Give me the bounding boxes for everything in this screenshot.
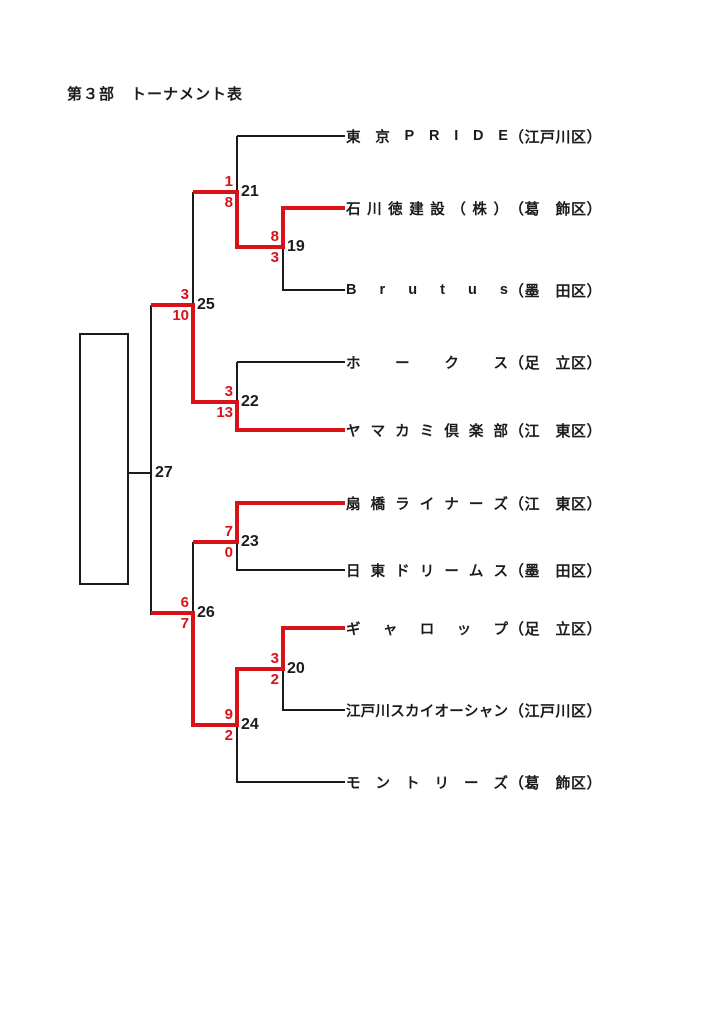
- match20-label: 20: [287, 660, 305, 677]
- match20-top-score: 3: [270, 650, 279, 667]
- team-yamakami-club: ヤマカミ倶楽部 （江 東区）: [346, 419, 611, 441]
- line-team2-entry-red: [283, 206, 345, 210]
- team-gallop: ギャロップ （足 立区）: [346, 617, 611, 639]
- line-team10-entry: [237, 781, 345, 783]
- match23-bottom-score: 0: [224, 544, 233, 561]
- match19-label: 19: [287, 238, 305, 255]
- line-match19-advance: [237, 245, 283, 249]
- team-name: モントリーズ: [346, 775, 508, 792]
- line-team6-entry-red: [237, 501, 345, 505]
- match21-label: 21: [241, 183, 259, 200]
- match22-bottom-score: 13: [216, 404, 233, 421]
- match25-top-score: 3: [180, 286, 189, 303]
- line-match26-loser-vertical: [192, 542, 194, 614]
- match22-label: 22: [241, 393, 259, 410]
- match26-label: 26: [197, 604, 215, 621]
- team-nitto-dreams: 日東ドリームス （墨 田区）: [346, 559, 611, 581]
- match27-label: 27: [155, 464, 173, 481]
- match25-bottom-score: 10: [172, 307, 189, 324]
- champion-box: [79, 333, 129, 585]
- match26-top-score: 6: [180, 594, 189, 611]
- match21-top-score: 1: [224, 173, 233, 190]
- team-name: ホークス: [346, 355, 508, 372]
- match26-bottom-score: 7: [180, 615, 189, 632]
- line-team9-entry: [283, 709, 345, 711]
- team-district: （足 立区）: [509, 620, 603, 638]
- team-district: （江戸川区）: [509, 128, 603, 146]
- team-name: 日東ドリームス: [346, 563, 508, 580]
- line-team1-entry: [237, 135, 345, 137]
- line-team3-entry: [283, 289, 345, 291]
- match23-top-score: 7: [224, 523, 233, 540]
- line-match22-winner-vertical: [235, 400, 239, 432]
- team-district: （江 東区）: [509, 422, 603, 440]
- team-district: （葛 飾区）: [509, 200, 603, 218]
- team-montreal: モントリーズ （葛 飾区）: [346, 771, 611, 793]
- line-match21-advance: [193, 190, 237, 194]
- line-final-vertical: [150, 305, 152, 615]
- team-ishikawatoku-kensetsu: 石川徳建設（株） （葛 飾区）: [346, 197, 611, 219]
- line-match23-advance: [193, 540, 237, 544]
- line-team4-entry: [237, 361, 345, 363]
- line-match20-winner-vertical: [281, 626, 285, 671]
- line-match25-advance: [151, 303, 193, 307]
- line-match19-winner-vertical: [281, 206, 285, 249]
- team-district: （墨 田区）: [509, 562, 603, 580]
- line-team5-entry-red: [237, 428, 345, 432]
- team-district: （江戸川区）: [509, 702, 603, 720]
- line-match21-winner-vertical: [235, 190, 239, 249]
- line-match21-loser-vertical: [236, 136, 238, 193]
- match24-label: 24: [241, 716, 259, 733]
- line-match24-winner-vertical: [235, 667, 239, 727]
- team-name: 石川徳建設（株）: [346, 201, 508, 218]
- team-district: （江 東区）: [509, 495, 603, 513]
- line-match20-loser-vertical: [282, 669, 284, 711]
- match25-label: 25: [197, 296, 215, 313]
- line-match22-loser-vertical: [236, 362, 238, 403]
- match19-top-score: 8: [270, 228, 279, 245]
- team-name: 江戸川スカイオーシャン: [346, 703, 508, 720]
- line-match24-loser-vertical: [236, 725, 238, 783]
- line-match26-winner-vertical: [191, 611, 195, 727]
- team-name: ギャロップ: [346, 621, 508, 638]
- team-hawks: ホークス （足 立区）: [346, 351, 611, 373]
- line-match20-advance: [237, 667, 283, 671]
- team-district: （足 立区）: [509, 354, 603, 372]
- line-match24-advance: [193, 723, 237, 727]
- line-match19-loser-vertical: [282, 247, 284, 291]
- match22-top-score: 3: [224, 383, 233, 400]
- match21-bottom-score: 8: [224, 194, 233, 211]
- team-district: （墨 田区）: [509, 282, 603, 300]
- line-final-to-champion-box: [128, 472, 152, 474]
- line-match23-winner-vertical: [235, 501, 239, 544]
- team-district: （葛 飾区）: [509, 774, 603, 792]
- line-match22-advance: [193, 400, 237, 404]
- match23-label: 23: [241, 533, 259, 550]
- match19-bottom-score: 3: [270, 249, 279, 266]
- match24-top-score: 9: [224, 706, 233, 723]
- match20-bottom-score: 2: [270, 671, 279, 688]
- team-senbashi-liners: 扇橋ライナーズ （江 東区）: [346, 492, 611, 514]
- line-match25-loser-vertical: [192, 192, 194, 306]
- line-team8-entry-red: [283, 626, 345, 630]
- team-edogawa-sky-ocean: 江戸川スカイオーシャン （江戸川区）: [346, 699, 611, 721]
- team-name: 扇橋ライナーズ: [346, 496, 508, 513]
- team-name: ヤマカミ倶楽部: [346, 423, 508, 440]
- line-match26-advance: [151, 611, 193, 615]
- line-match23-loser-vertical: [236, 542, 238, 571]
- page-title: 第３部 トーナメント表: [67, 86, 244, 103]
- line-team7-entry: [237, 569, 345, 571]
- match24-bottom-score: 2: [224, 727, 233, 744]
- line-match25-winner-vertical: [191, 303, 195, 404]
